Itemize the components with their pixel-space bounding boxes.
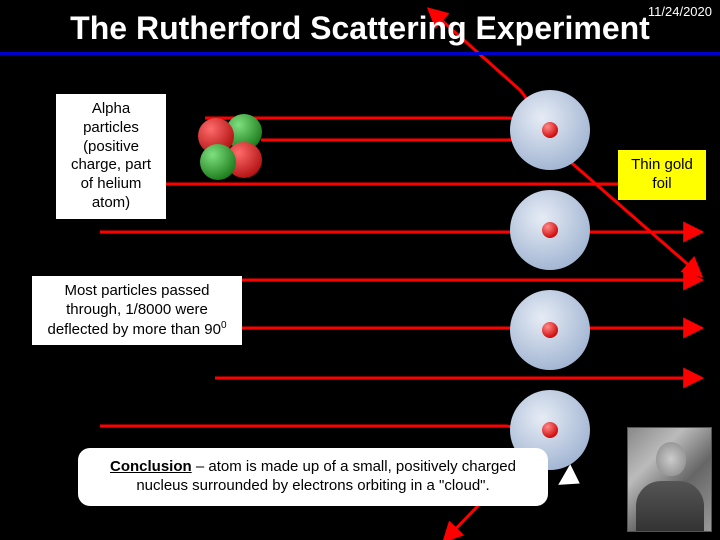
rutherford-portrait: [627, 427, 712, 532]
observation-text: Most particles passed through, 1/8000 we…: [47, 282, 209, 338]
atom: [510, 290, 590, 370]
observation-label: Most particles passed through, 1/8000 we…: [32, 276, 242, 345]
alpha-particle-cluster: [198, 114, 262, 180]
slide-date: 11/24/2020: [648, 4, 712, 19]
observation-angle: 90: [204, 321, 221, 338]
title-underline: [0, 52, 720, 55]
conclusion-text: – atom is made up of a small, positively…: [136, 458, 516, 494]
conclusion-callout: Conclusion – atom is made up of a small,…: [78, 448, 548, 506]
observation-sup: 0: [221, 320, 227, 331]
atom: [510, 90, 590, 170]
atom: [510, 190, 590, 270]
page-title: The Rutherford Scattering Experiment: [0, 10, 720, 47]
alpha-label: Alpha particles (positive charge, part o…: [56, 94, 166, 219]
conclusion-bold: Conclusion: [110, 458, 192, 475]
foil-label: Thin gold foil: [618, 150, 706, 200]
